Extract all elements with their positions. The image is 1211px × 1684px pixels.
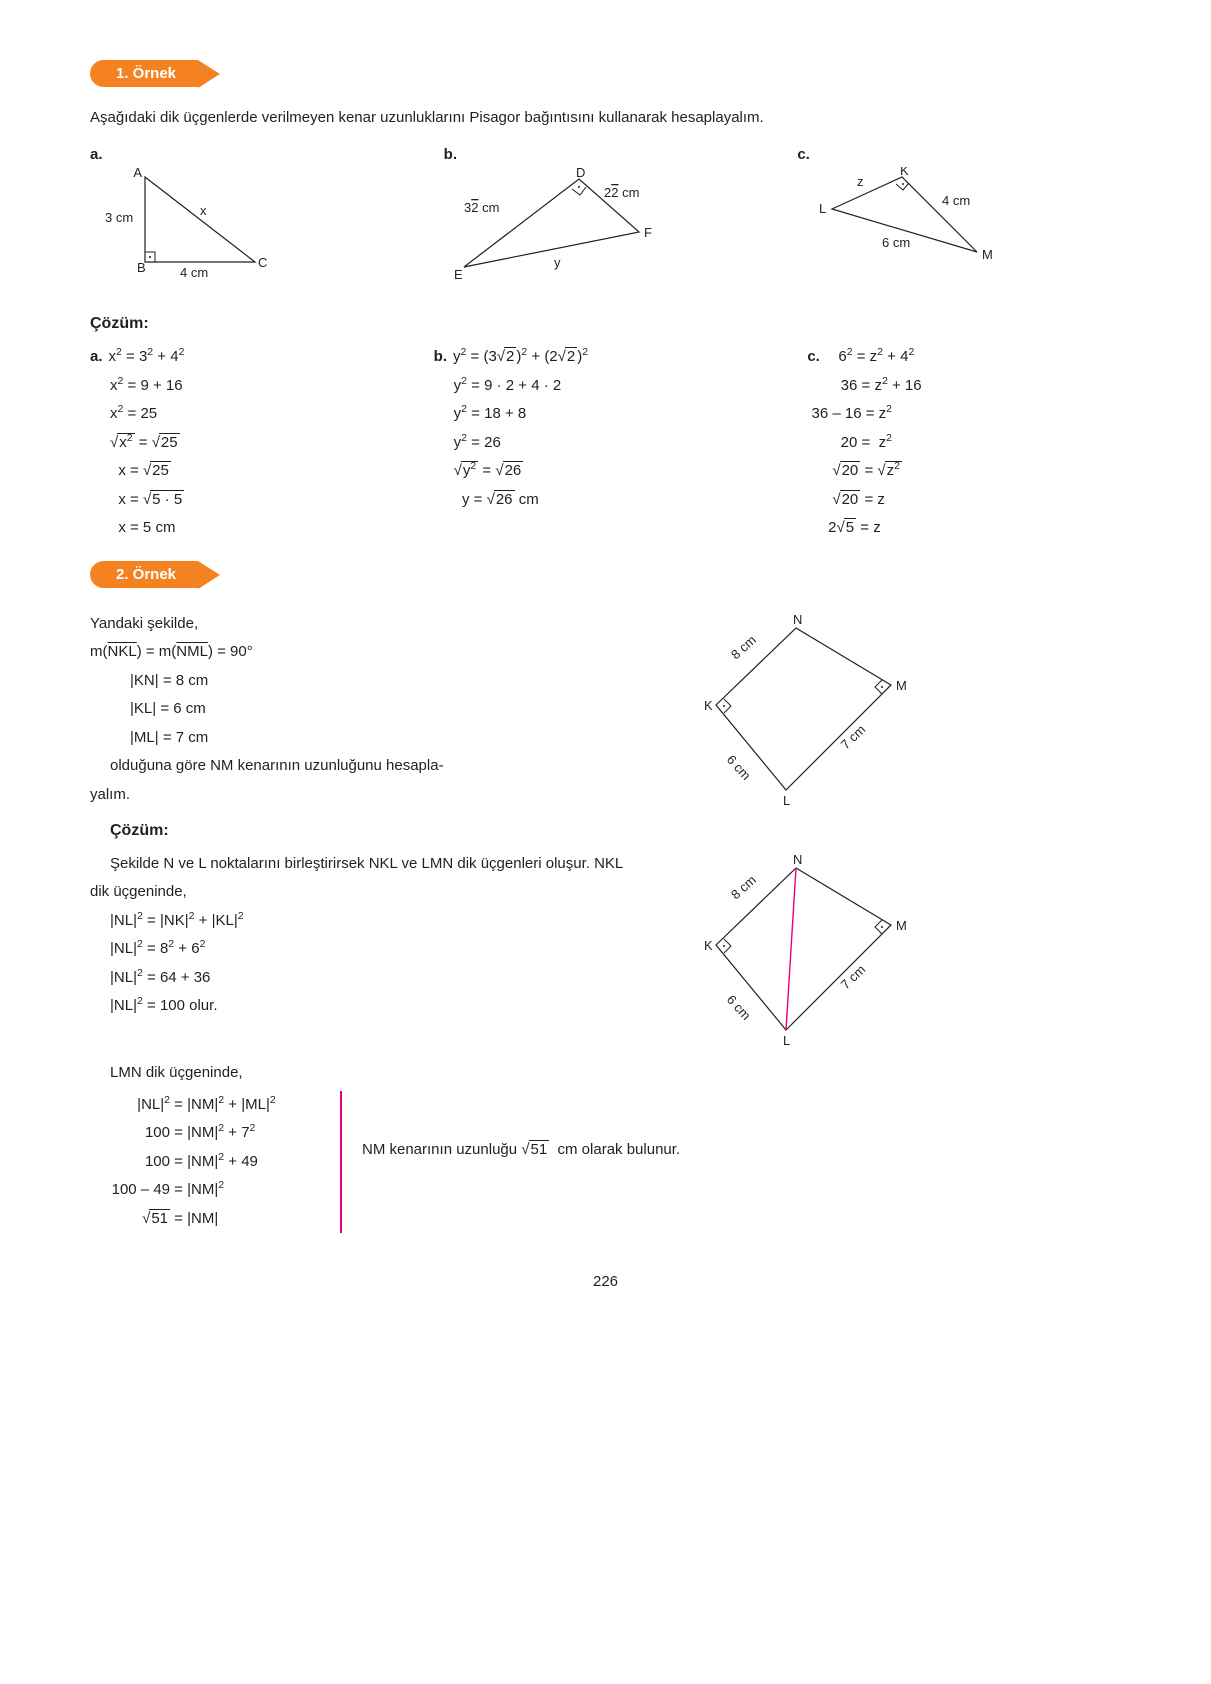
solution-1-heading: Çözüm:: [90, 315, 1121, 333]
example-1-tab: 1. Örnek: [90, 60, 198, 87]
svg-text:D: D: [576, 167, 585, 180]
svg-text:M: M: [982, 247, 993, 262]
solution-2-lmn: NL2 = NM2 + ML2 100 = NM2 + 72 100 = NM2…: [90, 1091, 320, 1234]
svg-text:8 cm: 8 cm: [728, 872, 759, 902]
svg-text:L: L: [783, 1033, 790, 1048]
solution-2-lmn-heading: LMN dik üçgeninde,: [110, 1064, 1121, 1081]
page-number: 226: [90, 1273, 1121, 1290]
svg-text:K: K: [704, 938, 713, 953]
svg-text:z: z: [857, 174, 864, 189]
svg-text:8 cm: 8 cm: [728, 632, 759, 662]
example-2-given: Yandaki şekilde, m(NKL) = m(NML) = 90° K…: [90, 610, 636, 810]
svg-text:4 cm: 4 cm: [180, 265, 208, 280]
svg-text:N: N: [793, 612, 802, 627]
triangle-b-svg: D E F 32 cm 22 cm y: [444, 167, 674, 287]
svg-text:6 cm: 6 cm: [882, 235, 910, 250]
triangle-c-svg: K L M z 4 cm 6 cm: [797, 167, 1007, 277]
svg-text:K: K: [704, 698, 713, 713]
solution-2-conclusion: NM kenarının uzunluğu 51 cm olarak bulun…: [362, 1091, 680, 1158]
svg-text:22 cm: 22 cm: [604, 185, 639, 200]
label-c: c.: [797, 146, 810, 163]
svg-text:4 cm: 4 cm: [942, 193, 970, 208]
svg-text:C: C: [258, 255, 267, 270]
quad-knlm-solution-svg: N K L M 8 cm 6 cm 7 cm: [666, 850, 926, 1050]
svg-text:N: N: [793, 852, 802, 867]
svg-text:6 cm: 6 cm: [724, 751, 754, 782]
solution-2-nkl: Şekilde N ve L noktalarını birleştirirse…: [90, 850, 636, 1021]
label-b: b.: [444, 146, 457, 163]
example-1-intro: Aşağıdaki dik üçgenlerde verilmeyen kena…: [90, 107, 1121, 128]
svg-text:B: B: [137, 260, 146, 275]
label-a: a.: [90, 146, 103, 163]
svg-text:K: K: [900, 167, 909, 178]
pink-divider: [340, 1091, 342, 1234]
svg-text:7 cm: 7 cm: [838, 721, 869, 751]
svg-text:A: A: [133, 167, 142, 180]
solution-a: a.x2 = 32 + 42 x2 = 9 + 16 x2 = 25 x2 = …: [90, 343, 404, 543]
svg-text:L: L: [819, 201, 826, 216]
svg-text:F: F: [644, 225, 652, 240]
svg-text:6 cm: 6 cm: [724, 991, 754, 1022]
svg-text:M: M: [896, 918, 907, 933]
svg-text:y: y: [554, 255, 561, 270]
example-2-tab: 2. Örnek: [90, 561, 198, 588]
svg-text:3 cm: 3 cm: [105, 210, 133, 225]
svg-text:7 cm: 7 cm: [838, 961, 869, 991]
triangle-a-svg: A B C 3 cm 4 cm x: [90, 167, 280, 287]
svg-text:E: E: [454, 267, 463, 282]
svg-text:32 cm: 32 cm: [464, 200, 499, 215]
svg-text:M: M: [896, 678, 907, 693]
svg-text:L: L: [783, 793, 790, 808]
quad-knlm-svg: N K L M 8 cm 6 cm 7 cm: [666, 610, 926, 810]
svg-text:x: x: [200, 203, 207, 218]
solution-c: c. 62 = z2 + 42 36 = z2 + 16 36 – 16 = z…: [777, 343, 1121, 543]
solution-b: b.y2 = (32)2 + (22)2 y2 = 9 · 2 + 4 · 2 …: [434, 343, 748, 543]
solution-2-heading: Çözüm:: [110, 822, 1121, 840]
triangles-row: a. A B C 3 cm 4 cm x b. D E F 32 cm: [90, 146, 1121, 307]
